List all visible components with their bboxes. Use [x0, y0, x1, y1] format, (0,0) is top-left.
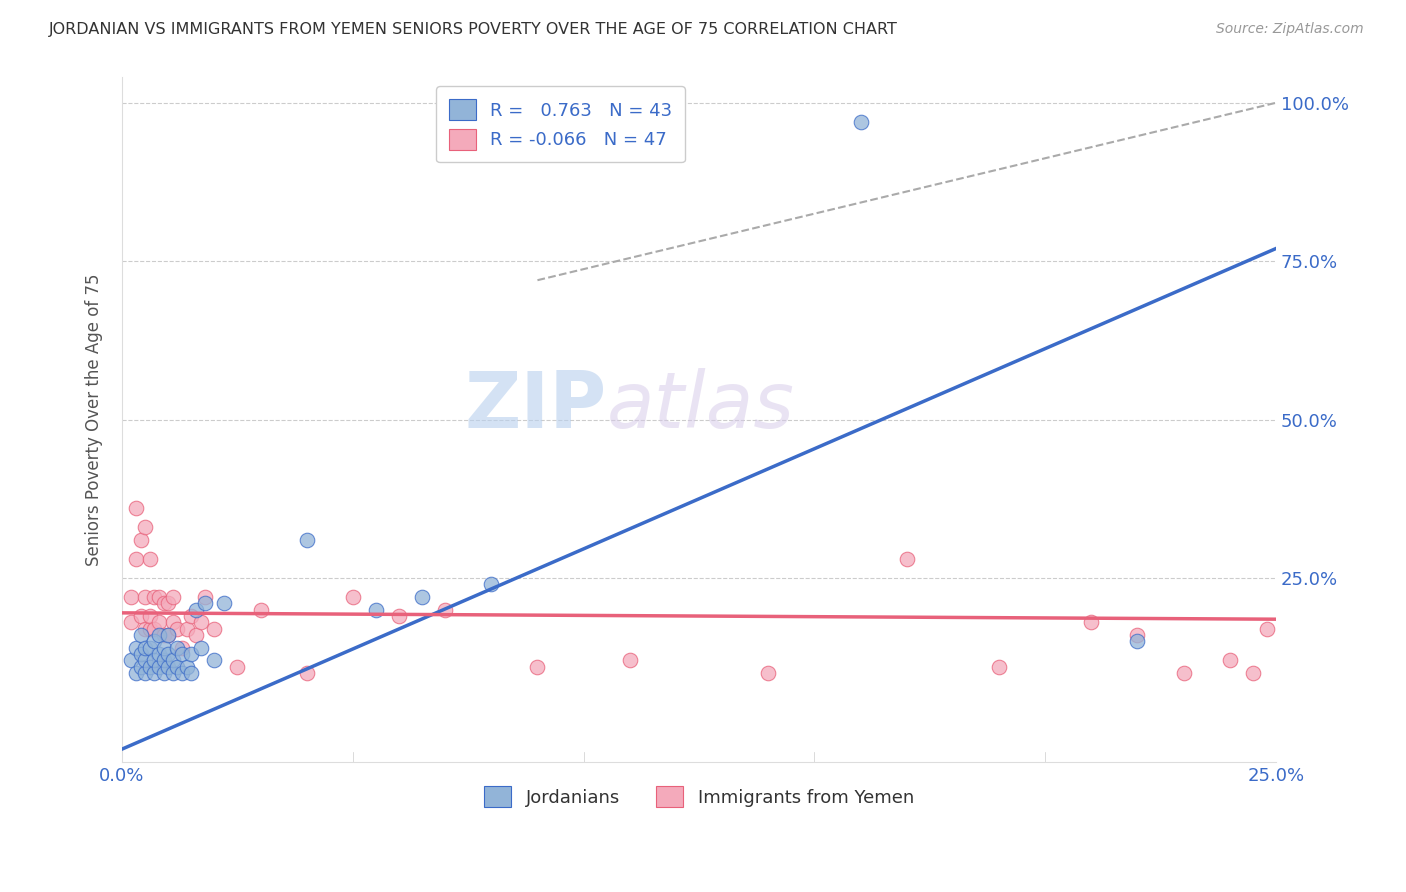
Point: [1126, 628, 1149, 642]
Point: [180, 666, 202, 681]
Point: [202, 653, 225, 667]
Point: [125, 552, 148, 566]
Point: [849, 115, 872, 129]
Point: [184, 628, 207, 642]
Point: [134, 640, 156, 655]
Point: [1219, 653, 1241, 667]
Point: [152, 666, 174, 681]
Point: [170, 647, 193, 661]
Point: [152, 653, 174, 667]
Point: [988, 659, 1011, 673]
Point: [134, 590, 156, 604]
Point: [152, 640, 174, 655]
Point: [157, 628, 180, 642]
Point: [434, 603, 457, 617]
Point: [162, 666, 184, 681]
Point: [190, 615, 212, 630]
Point: [1126, 634, 1149, 648]
Legend: Jordanians, Immigrants from Yemen: Jordanians, Immigrants from Yemen: [477, 779, 921, 814]
Point: [1256, 622, 1278, 636]
Point: [129, 609, 152, 624]
Point: [120, 590, 142, 604]
Point: [134, 520, 156, 534]
Point: [157, 596, 180, 610]
Point: [134, 666, 156, 681]
Point: [120, 653, 142, 667]
Point: [166, 640, 188, 655]
Point: [364, 603, 387, 617]
Point: [125, 501, 148, 516]
Point: [129, 659, 152, 673]
Point: [226, 659, 249, 673]
Text: ZIP: ZIP: [464, 368, 607, 444]
Point: [1080, 615, 1102, 630]
Point: [125, 666, 148, 681]
Point: [1173, 666, 1195, 681]
Point: [1241, 666, 1264, 681]
Point: [139, 552, 162, 566]
Point: [295, 666, 318, 681]
Point: [162, 615, 184, 630]
Point: [896, 552, 918, 566]
Point: [194, 590, 217, 604]
Point: [619, 653, 641, 667]
Point: [129, 647, 152, 661]
Point: [120, 615, 142, 630]
Point: [176, 622, 198, 636]
Point: [756, 666, 779, 681]
Point: [180, 647, 202, 661]
Text: JORDANIAN VS IMMIGRANTS FROM YEMEN SENIORS POVERTY OVER THE AGE OF 75 CORRELATIO: JORDANIAN VS IMMIGRANTS FROM YEMEN SENIO…: [49, 22, 898, 37]
Point: [202, 622, 225, 636]
Point: [143, 590, 166, 604]
Point: [157, 659, 180, 673]
Point: [134, 622, 156, 636]
Point: [143, 666, 166, 681]
Point: [157, 628, 180, 642]
Point: [176, 659, 198, 673]
Text: Source: ZipAtlas.com: Source: ZipAtlas.com: [1216, 22, 1364, 37]
Point: [139, 622, 162, 636]
Point: [152, 628, 174, 642]
Point: [148, 615, 170, 630]
Point: [139, 640, 162, 655]
Point: [139, 609, 162, 624]
Point: [129, 628, 152, 642]
Y-axis label: Seniors Poverty Over the Age of 75: Seniors Poverty Over the Age of 75: [86, 273, 103, 566]
Point: [143, 622, 166, 636]
Point: [526, 659, 548, 673]
Point: [143, 634, 166, 648]
Point: [342, 590, 364, 604]
Point: [388, 609, 411, 624]
Point: [125, 640, 148, 655]
Point: [139, 659, 162, 673]
Point: [148, 628, 170, 642]
Point: [190, 640, 212, 655]
Point: [152, 596, 174, 610]
Point: [162, 653, 184, 667]
Point: [157, 647, 180, 661]
Point: [148, 647, 170, 661]
Point: [184, 603, 207, 617]
Point: [194, 596, 217, 610]
Point: [479, 577, 502, 591]
Point: [148, 590, 170, 604]
Point: [148, 659, 170, 673]
Point: [134, 653, 156, 667]
Point: [162, 590, 184, 604]
Point: [129, 533, 152, 547]
Point: [295, 533, 318, 547]
Point: [170, 640, 193, 655]
Point: [166, 659, 188, 673]
Point: [249, 603, 271, 617]
Point: [212, 596, 235, 610]
Point: [170, 666, 193, 681]
Point: [166, 622, 188, 636]
Point: [180, 609, 202, 624]
Text: atlas: atlas: [607, 368, 794, 444]
Point: [411, 590, 433, 604]
Point: [143, 653, 166, 667]
